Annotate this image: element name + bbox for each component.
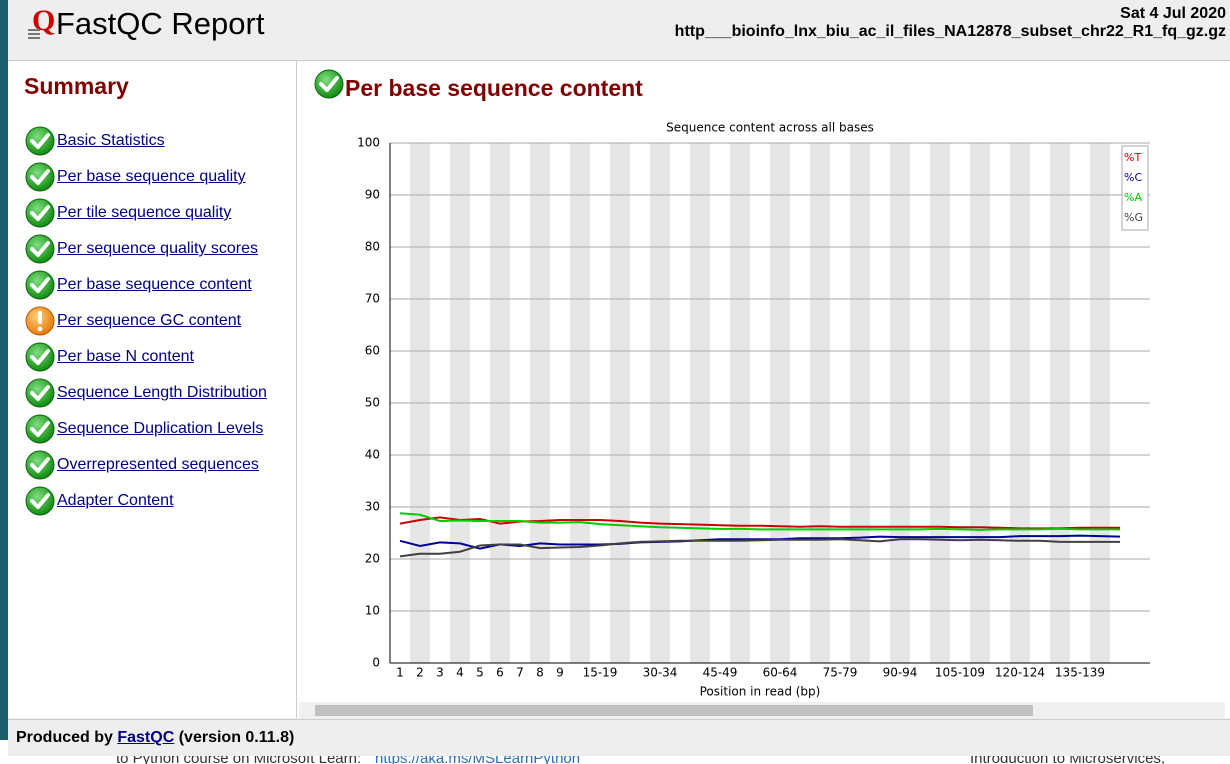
pass-icon: [24, 413, 56, 445]
x-tick-label: 8: [536, 666, 544, 680]
x-tick-label: 30-34: [643, 666, 678, 680]
logo: Q: [28, 4, 55, 39]
footer-prefix: Produced by: [16, 729, 113, 746]
x-tick-label: 9: [556, 666, 564, 680]
x-tick-label: 60-64: [763, 666, 798, 680]
y-tick-label: 50: [365, 396, 380, 410]
pass-icon: [24, 485, 56, 517]
module-item: Per sequence GC content: [24, 305, 241, 337]
legend-label: %G: [1124, 211, 1143, 224]
main-panel: Per base sequence content Sequence conte…: [297, 61, 1230, 718]
pass-icon: [313, 68, 345, 100]
module-item: Per tile sequence quality: [24, 197, 231, 229]
module-link[interactable]: Sequence Length Distribution: [57, 384, 267, 401]
pass-icon: [24, 341, 56, 373]
pass-icon: [24, 269, 56, 301]
module-item: Per base N content: [24, 341, 194, 373]
module-item: Sequence Length Distribution: [24, 377, 267, 409]
x-tick-label: 7: [516, 666, 524, 680]
x-axis-title: Position in read (bp): [700, 685, 821, 699]
module-item: Sequence Duplication Levels: [24, 413, 263, 445]
data-line: [399, 538, 1120, 558]
legend-label: %C: [1124, 171, 1142, 184]
y-tick-label: 10: [365, 604, 380, 618]
pass-icon: [24, 125, 56, 157]
module-item: Overrepresented sequences: [24, 449, 259, 481]
report-title: FastQC Report: [56, 6, 265, 41]
svg-text:Q: Q: [32, 4, 55, 37]
summary-panel: Summary Basic Statistics Per base sequen…: [8, 61, 297, 718]
module-item: Per sequence quality scores: [24, 233, 258, 265]
x-tick-label: 45-49: [703, 666, 738, 680]
module-link[interactable]: Per base sequence quality: [57, 168, 246, 185]
module-link[interactable]: Per sequence GC content: [57, 312, 242, 329]
x-tick-label: 105-109: [935, 666, 985, 680]
x-tick-label: 6: [496, 666, 504, 680]
y-tick-label: 70: [365, 292, 380, 306]
section-title: Per base sequence content: [345, 75, 643, 101]
x-tick-label: 120-124: [995, 666, 1045, 680]
data-line: [399, 512, 1120, 531]
pass-icon: [24, 197, 56, 229]
x-tick-label: 2: [416, 666, 424, 680]
pass-icon: [24, 161, 56, 193]
y-tick-label: 40: [365, 448, 380, 462]
x-tick-label: 1: [396, 666, 404, 680]
module-link[interactable]: Per tile sequence quality: [57, 204, 232, 221]
y-tick-label: 100: [357, 136, 380, 150]
footer: Produced by FastQC (version 0.11.8): [8, 719, 1230, 756]
report-date: Sat 4 Jul 2020: [1120, 5, 1226, 22]
header: Q FastQC Report Sat 4 Jul 2020 http___bi…: [8, 0, 1230, 61]
module-link[interactable]: Basic Statistics: [57, 132, 165, 149]
module-link[interactable]: Per sequence quality scores: [57, 240, 258, 257]
x-tick-label: 15-19: [583, 666, 618, 680]
y-tick-label: 90: [365, 188, 380, 202]
x-tick-label: 3: [436, 666, 444, 680]
fastqc-link[interactable]: FastQC: [117, 729, 175, 746]
module-link[interactable]: Per base N content: [57, 348, 194, 365]
legend-label: %A: [1124, 191, 1142, 204]
module-item: Per base sequence quality: [24, 161, 246, 193]
footer-text: Produced by FastQC (version 0.11.8): [16, 729, 294, 747]
module-item: Adapter Content: [24, 485, 174, 517]
module-link[interactable]: Overrepresented sequences: [57, 456, 259, 473]
legend-label: %T: [1124, 151, 1141, 164]
chart-title: Sequence content across all bases: [666, 121, 874, 135]
module-link[interactable]: Sequence Duplication Levels: [57, 420, 264, 437]
y-tick-label: 0: [372, 656, 380, 670]
x-tick-label: 135-139: [1055, 666, 1105, 680]
x-tick-label: 90-94: [883, 666, 918, 680]
module-link[interactable]: Per base sequence content: [57, 276, 252, 293]
legend-box: [1121, 145, 1149, 231]
x-tick-label: 5: [476, 666, 484, 680]
scroll-thumb[interactable]: [315, 705, 1033, 716]
pass-icon: [24, 233, 56, 265]
module-link[interactable]: Adapter Content: [57, 492, 174, 509]
y-tick-label: 80: [365, 240, 380, 254]
pass-icon: [24, 449, 56, 481]
summary-title: Summary: [24, 73, 129, 99]
y-tick-label: 20: [365, 552, 380, 566]
y-tick-label: 30: [365, 500, 380, 514]
horizontal-scrollbar[interactable]: [299, 702, 1225, 718]
file-name: http___bioinfo_lnx_biu_ac_il_files_NA128…: [674, 23, 1226, 40]
x-tick-label: 4: [456, 666, 464, 680]
footer-suffix: (version 0.11.8): [178, 729, 295, 746]
module-item: Basic Statistics: [24, 125, 165, 157]
data-line: [399, 534, 1121, 550]
module-item: Per base sequence content: [24, 269, 252, 301]
chart: Sequence content across all bases Positi…: [357, 121, 1150, 699]
y-tick-label: 60: [365, 344, 380, 358]
warn-icon: [24, 305, 56, 337]
pass-icon: [24, 377, 56, 409]
section-header: Per base sequence content: [313, 65, 643, 102]
x-tick-label: 75-79: [823, 666, 858, 680]
report-window: Q FastQC Report Sat 4 Jul 2020 http___bi…: [8, 0, 1230, 756]
